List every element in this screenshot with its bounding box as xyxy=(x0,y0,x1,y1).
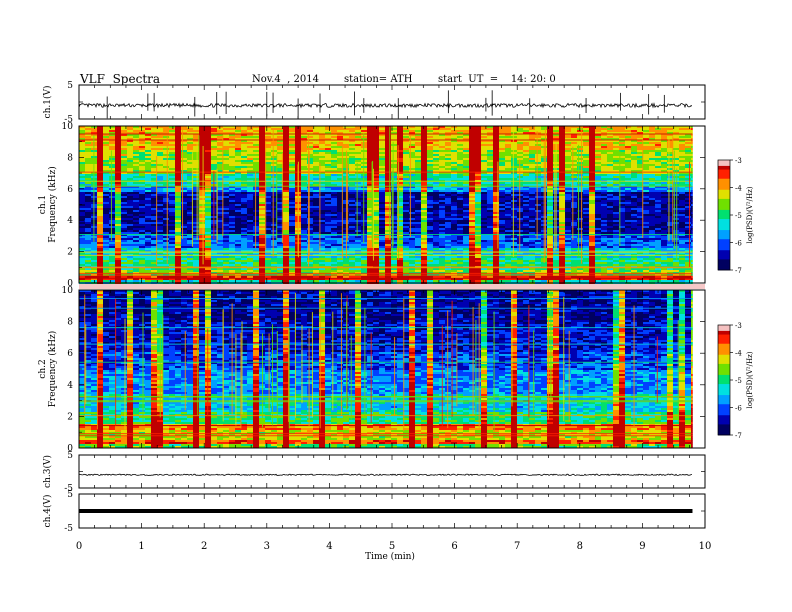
ch2-spectrogram-ytick-label: 0 xyxy=(67,444,73,454)
ch3-waveform-trace xyxy=(78,473,693,477)
ch2-spectrogram-colorbar-tick-label: -7 xyxy=(735,432,742,440)
x-tick-label: 1 xyxy=(138,541,144,552)
ch2-spectrogram-colorbar-label: log(PSD)(V²/Hz) xyxy=(746,351,754,408)
x-tick-label: 7 xyxy=(514,541,520,552)
x-tick-label: 4 xyxy=(326,541,332,552)
x-axis-label: Time (min) xyxy=(365,551,415,562)
ch3-waveform-ylabel: ch.3(V) xyxy=(42,455,53,488)
ch2-spectrogram-colorbar-tick-label: -4 xyxy=(735,350,742,358)
ch2-spectrogram-colorbar xyxy=(718,325,730,436)
ch1-waveform-trace xyxy=(78,102,693,109)
panel-separator xyxy=(79,284,705,289)
ch2-spectrogram-colorbar-tick-label: -6 xyxy=(735,405,742,413)
ch2-spectrogram-ytick-label: 2 xyxy=(67,412,73,422)
ch2-spectrogram-ylabel: ch.2Frequency (kHz) xyxy=(38,331,58,408)
ch1-waveform-ytick-label: -5 xyxy=(64,115,73,125)
x-tick-label: 6 xyxy=(451,541,457,552)
ch3-waveform-ytick-label: 5 xyxy=(67,451,73,461)
x-tick-label: 9 xyxy=(639,541,645,552)
x-tick-label: 3 xyxy=(264,541,270,552)
ch1-spectrogram-colorbar-label: log(PSD)(V²/Hz) xyxy=(746,186,754,243)
ch2-spectrogram-image xyxy=(79,290,693,449)
ch1-spectrogram-image xyxy=(79,126,693,285)
ch1-spectrogram-ytick-label: 8 xyxy=(67,153,73,163)
x-tick-label: 0 xyxy=(76,541,82,552)
station-label: station= ATH xyxy=(344,74,413,85)
ch1-spectrogram-ytick-label: 2 xyxy=(67,248,73,258)
x-tick-label: 8 xyxy=(577,541,583,552)
ch1-waveform-frame xyxy=(78,84,706,120)
ch1-spectrogram-ylabel: ch.1Frequency (kHz) xyxy=(38,166,58,243)
ch1-waveform-ytick-label: 5 xyxy=(67,81,73,91)
date-label: Nov.4 , 2014 xyxy=(252,74,319,85)
ch1-spectrogram-ytick-label: 4 xyxy=(67,216,73,226)
ch2-spectrogram-ytick-label: 6 xyxy=(67,349,73,359)
ch1-spectrogram-ytick-label: 10 xyxy=(62,122,74,132)
ch2-spectrogram-colorbar-tick-label: -5 xyxy=(735,377,742,385)
ch1-spectrogram-colorbar-tick-label: -3 xyxy=(735,157,742,165)
ch4-waveform-ytick-label: -5 xyxy=(64,524,73,534)
ch1-spectrogram-colorbar-tick-label: -5 xyxy=(735,212,742,220)
ch2-spectrogram-colorbar-tick-label: -3 xyxy=(735,322,742,330)
ch2-spectrogram-ytick-label: 8 xyxy=(67,318,73,328)
ch1-spectrogram-ytick-label: 6 xyxy=(67,185,73,195)
start-time-label: start UT = 14: 20: 0 xyxy=(438,74,556,85)
ch1-waveform-ylabel: ch.1(V) xyxy=(42,86,53,119)
ch4-waveform-ytick-label: 5 xyxy=(67,490,73,500)
chart-title: VLF Spectra xyxy=(80,72,161,86)
ch4-waveform-ylabel: ch.4(V) xyxy=(42,495,53,528)
x-tick-label: 10 xyxy=(699,541,712,552)
ch2-spectrogram-ytick-label: 4 xyxy=(67,381,73,391)
ch1-spectrogram-colorbar-tick-label: -7 xyxy=(735,267,742,275)
x-tick-label: 5 xyxy=(389,541,395,552)
ch1-spectrogram-ytick-label: 0 xyxy=(67,279,73,289)
x-tick-label: 2 xyxy=(201,541,207,552)
ch1-spectrogram-colorbar-tick-label: -4 xyxy=(735,185,742,193)
ch3-waveform-ytick-label: -5 xyxy=(64,484,73,494)
ch1-spectrogram-colorbar xyxy=(718,160,730,271)
ch1-spectrogram-colorbar-tick-label: -6 xyxy=(735,240,742,248)
ch2-spectrogram-ytick-label: 10 xyxy=(62,286,74,296)
